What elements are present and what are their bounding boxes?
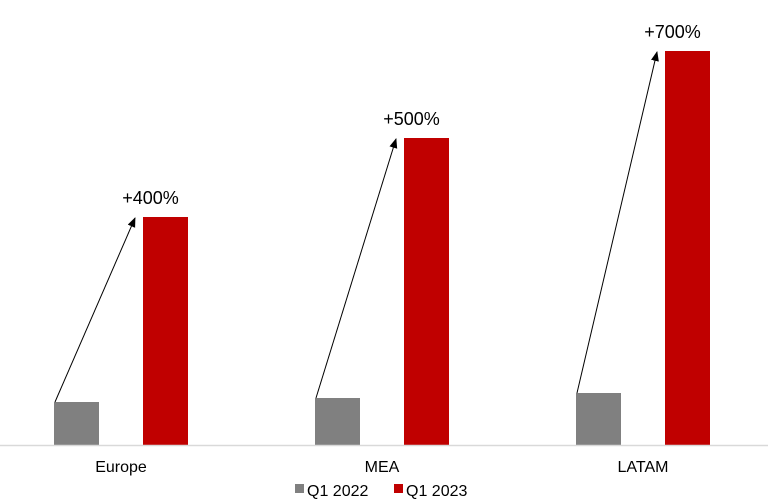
- x-tick-label-latam: LATAM: [618, 459, 669, 476]
- bar-latam-q1-2023: [665, 51, 710, 445]
- growth-arrow-europe: [54, 217, 136, 403]
- growth-label-mea: +500%: [383, 109, 440, 129]
- x-tick-label-mea: MEA: [365, 459, 400, 476]
- bar-europe-q1-2022: [54, 402, 99, 445]
- bar-europe-q1-2023: [143, 217, 188, 445]
- legend-label-q1-2023: Q1 2023: [406, 483, 467, 499]
- legend: Q1 2022 Q1 2023: [295, 483, 467, 499]
- legend-swatch-q1-2022: [295, 484, 304, 493]
- bar-latam-q1-2022: [576, 393, 621, 445]
- legend-swatch-q1-2023: [394, 484, 403, 493]
- bar-mea-q1-2023: [404, 138, 449, 445]
- growth-label-latam: +700%: [644, 22, 701, 42]
- growth-label-europe: +400%: [122, 188, 179, 208]
- x-tick-label-europe: Europe: [95, 459, 147, 476]
- legend-label-q1-2022: Q1 2022: [307, 483, 368, 499]
- bar-mea-q1-2022: [315, 398, 360, 445]
- growth-arrow-mea: [315, 138, 398, 399]
- growth-arrow-latam: [576, 51, 659, 394]
